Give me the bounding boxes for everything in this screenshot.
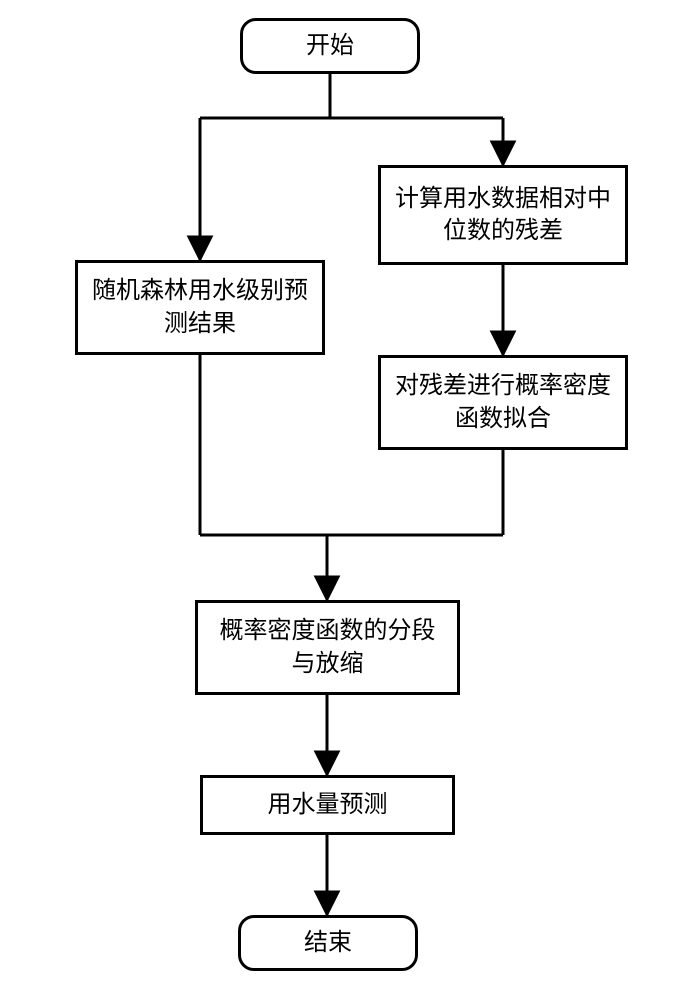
node-merge: 概率密度函数的分段与放缩 xyxy=(195,600,460,695)
node-right1-label: 计算用水数据相对中位数的残差 xyxy=(391,183,615,248)
node-right2-label: 对残差进行概率密度函数拟合 xyxy=(391,370,615,435)
node-right1: 计算用水数据相对中位数的残差 xyxy=(378,165,628,265)
flowchart-edges xyxy=(0,0,681,1000)
node-start-label: 开始 xyxy=(306,30,354,62)
node-right2: 对残差进行概率密度函数拟合 xyxy=(378,355,628,450)
node-end: 结束 xyxy=(238,915,418,971)
node-predict: 用水量预测 xyxy=(200,775,455,835)
node-end-label: 结束 xyxy=(304,927,352,959)
node-merge-label: 概率密度函数的分段与放缩 xyxy=(208,615,447,680)
node-predict-label: 用水量预测 xyxy=(268,789,388,821)
node-left-label: 随机森林用水级别预测结果 xyxy=(88,275,312,340)
node-left: 随机森林用水级别预测结果 xyxy=(75,260,325,355)
node-start: 开始 xyxy=(240,18,420,74)
